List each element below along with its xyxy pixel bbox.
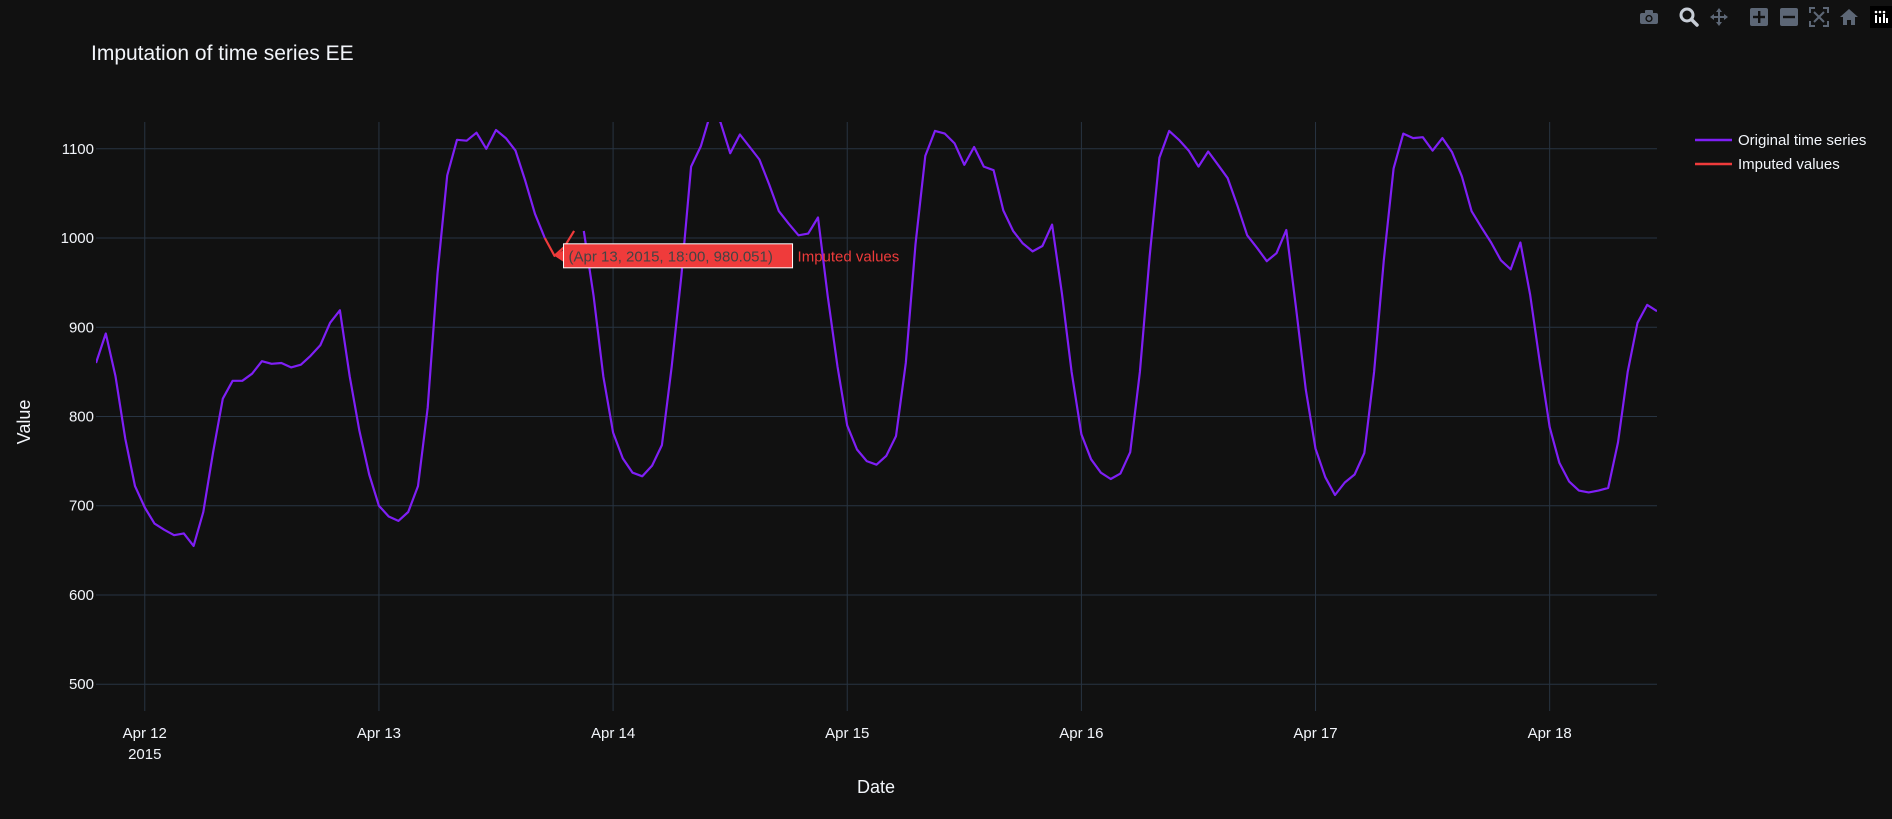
x-tick-label: Apr 15	[825, 725, 869, 742]
modebar	[1634, 4, 1892, 30]
hover-pointer	[554, 249, 564, 262]
series-layer	[96, 113, 1657, 547]
y-tick-label: 1000	[61, 230, 94, 247]
series-line-imputed[interactable]	[543, 230, 576, 257]
x-tick-label: Apr 16	[1059, 725, 1103, 742]
y-tick-label: 500	[69, 676, 94, 693]
y-tick-label: 1100	[62, 141, 94, 158]
chart-title: Imputation of time series EE	[91, 42, 354, 65]
zoom-icon[interactable]	[1674, 4, 1704, 30]
x-tick-sublabel: 2015	[128, 746, 161, 763]
y-tick-label: 800	[69, 409, 94, 426]
hover-box	[563, 243, 794, 269]
hover-label: (Apr 13, 2015, 18:00, 980.051) Imputed va…	[554, 243, 900, 269]
y-tick-label: 700	[69, 498, 94, 515]
x-axis: Apr 12 2015 Apr 13 Apr 14 Apr 15 Apr 16 Apr 17…	[123, 725, 1572, 763]
zoom-in-icon[interactable]	[1744, 4, 1774, 30]
y-axis-title: Value	[14, 400, 34, 445]
legend[interactable]: Original time series Imputed values	[1695, 132, 1866, 173]
y-axis: 500 600 700 800 900 1000 1100	[61, 141, 94, 693]
legend-item-label[interactable]: Imputed values	[1738, 156, 1840, 173]
autoscale-icon[interactable]	[1804, 4, 1834, 30]
y-tick-label: 600	[69, 587, 94, 604]
series-line-original[interactable]	[96, 113, 1657, 547]
x-tick-label: Apr 18	[1528, 725, 1572, 742]
legend-item-label[interactable]: Original time series	[1738, 132, 1866, 149]
x-tick-label: Apr 14	[591, 725, 635, 742]
x-axis-title: Date	[857, 777, 895, 797]
home-icon[interactable]	[1834, 4, 1864, 30]
zoom-out-icon[interactable]	[1774, 4, 1804, 30]
grid	[96, 122, 1657, 711]
pan-icon[interactable]	[1704, 4, 1734, 30]
x-tick-label: Apr 13	[357, 725, 401, 742]
plotly-logo[interactable]	[1870, 6, 1892, 28]
hover-text: (Apr 13, 2015, 18:00, 980.051)	[569, 248, 773, 265]
x-tick-label: Apr 17	[1293, 725, 1337, 742]
hover-series-name: Imputed values	[798, 248, 900, 265]
y-tick-label: 900	[69, 319, 94, 336]
camera-icon[interactable]	[1634, 4, 1664, 30]
x-tick-label: Apr 12	[123, 725, 167, 742]
